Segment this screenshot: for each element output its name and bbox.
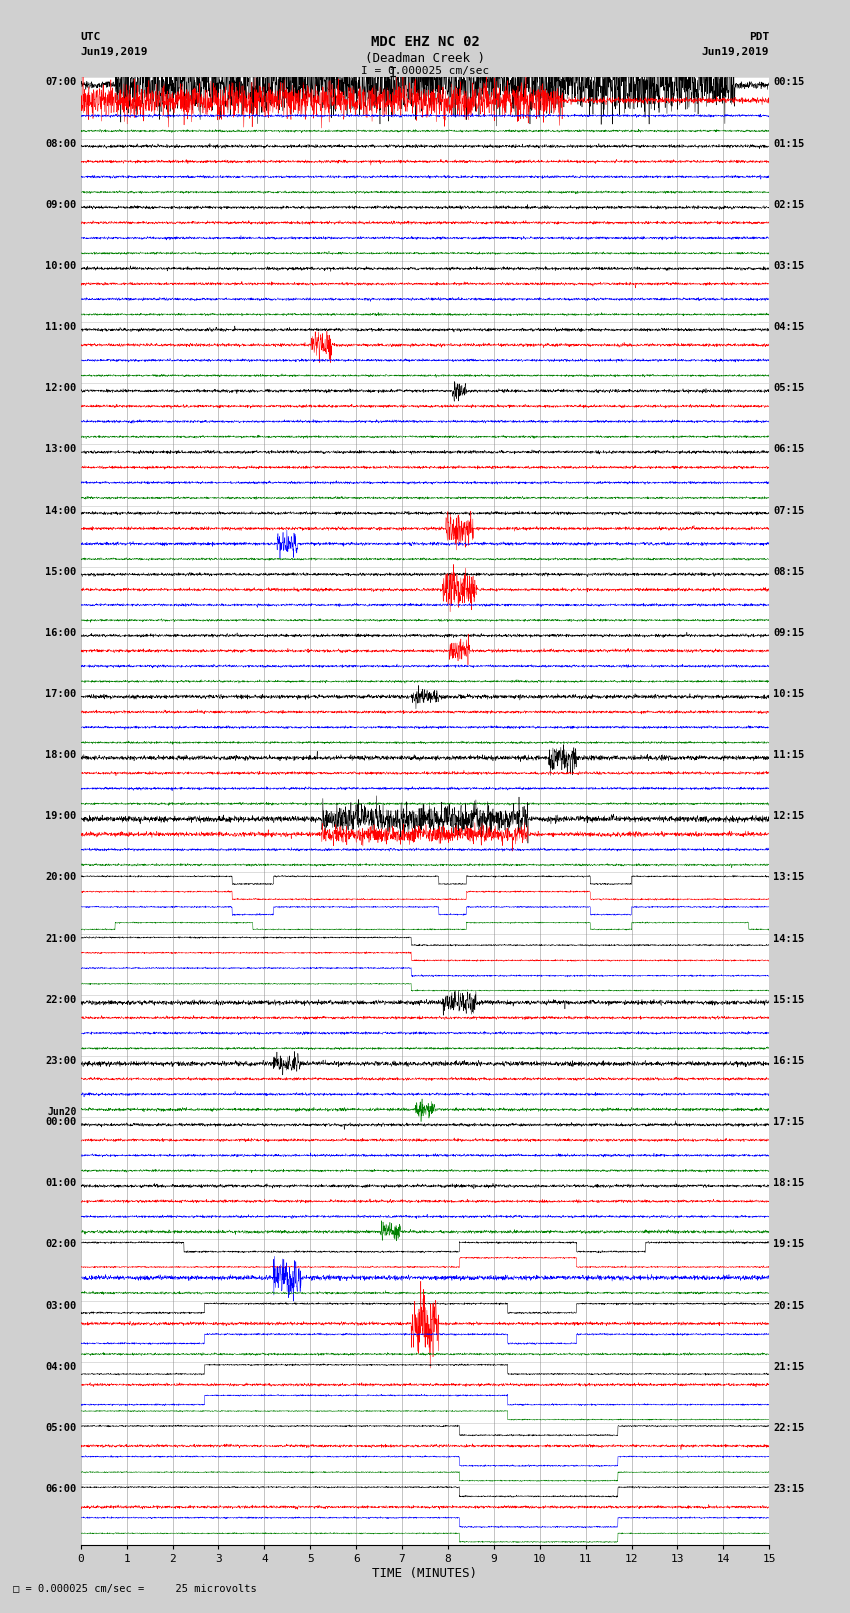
- Text: 03:15: 03:15: [774, 261, 805, 271]
- Text: 04:00: 04:00: [45, 1361, 76, 1371]
- Text: UTC: UTC: [81, 32, 101, 42]
- Text: 00:00: 00:00: [45, 1118, 76, 1127]
- Text: 11:00: 11:00: [45, 323, 76, 332]
- Text: (Deadman Creek ): (Deadman Creek ): [365, 52, 485, 65]
- Text: 16:15: 16:15: [774, 1057, 805, 1066]
- Text: 16:00: 16:00: [45, 627, 76, 637]
- Text: 18:15: 18:15: [774, 1177, 805, 1189]
- Text: 20:15: 20:15: [774, 1300, 805, 1311]
- Text: 08:15: 08:15: [774, 566, 805, 577]
- Text: 08:00: 08:00: [45, 139, 76, 148]
- Text: 18:00: 18:00: [45, 750, 76, 760]
- Text: 19:00: 19:00: [45, 811, 76, 821]
- Text: 14:15: 14:15: [774, 934, 805, 944]
- Text: 21:15: 21:15: [774, 1361, 805, 1371]
- Text: 02:15: 02:15: [774, 200, 805, 210]
- Text: □ = 0.000025 cm/sec =     25 microvolts: □ = 0.000025 cm/sec = 25 microvolts: [13, 1584, 257, 1594]
- Text: 11:15: 11:15: [774, 750, 805, 760]
- Text: I: I: [388, 66, 397, 81]
- Text: I = 0.000025 cm/sec: I = 0.000025 cm/sec: [361, 66, 489, 76]
- Text: 12:00: 12:00: [45, 384, 76, 394]
- Text: 02:00: 02:00: [45, 1239, 76, 1250]
- Text: 09:00: 09:00: [45, 200, 76, 210]
- Text: 04:15: 04:15: [774, 323, 805, 332]
- Text: 15:00: 15:00: [45, 566, 76, 577]
- X-axis label: TIME (MINUTES): TIME (MINUTES): [372, 1568, 478, 1581]
- Text: 14:00: 14:00: [45, 505, 76, 516]
- Text: 07:00: 07:00: [45, 77, 76, 87]
- Text: PDT: PDT: [749, 32, 769, 42]
- Text: 17:15: 17:15: [774, 1118, 805, 1127]
- Text: 10:15: 10:15: [774, 689, 805, 698]
- Text: 07:15: 07:15: [774, 505, 805, 516]
- Text: Jun20: Jun20: [47, 1107, 76, 1118]
- Text: 10:00: 10:00: [45, 261, 76, 271]
- Text: 23:15: 23:15: [774, 1484, 805, 1494]
- Text: 15:15: 15:15: [774, 995, 805, 1005]
- Text: 21:00: 21:00: [45, 934, 76, 944]
- Text: 01:15: 01:15: [774, 139, 805, 148]
- Text: 05:15: 05:15: [774, 384, 805, 394]
- Text: Jun19,2019: Jun19,2019: [81, 47, 148, 56]
- Text: 20:00: 20:00: [45, 873, 76, 882]
- Text: 17:00: 17:00: [45, 689, 76, 698]
- Text: 22:15: 22:15: [774, 1423, 805, 1432]
- Text: MDC EHZ NC 02: MDC EHZ NC 02: [371, 35, 479, 50]
- Text: 13:15: 13:15: [774, 873, 805, 882]
- Text: 03:00: 03:00: [45, 1300, 76, 1311]
- Text: 22:00: 22:00: [45, 995, 76, 1005]
- Text: 01:00: 01:00: [45, 1177, 76, 1189]
- Text: 06:15: 06:15: [774, 445, 805, 455]
- Text: 13:00: 13:00: [45, 445, 76, 455]
- Text: 12:15: 12:15: [774, 811, 805, 821]
- Text: 09:15: 09:15: [774, 627, 805, 637]
- Text: 00:15: 00:15: [774, 77, 805, 87]
- Text: 19:15: 19:15: [774, 1239, 805, 1250]
- Text: 06:00: 06:00: [45, 1484, 76, 1494]
- Text: Jun19,2019: Jun19,2019: [702, 47, 769, 56]
- Text: 05:00: 05:00: [45, 1423, 76, 1432]
- Text: 23:00: 23:00: [45, 1057, 76, 1066]
